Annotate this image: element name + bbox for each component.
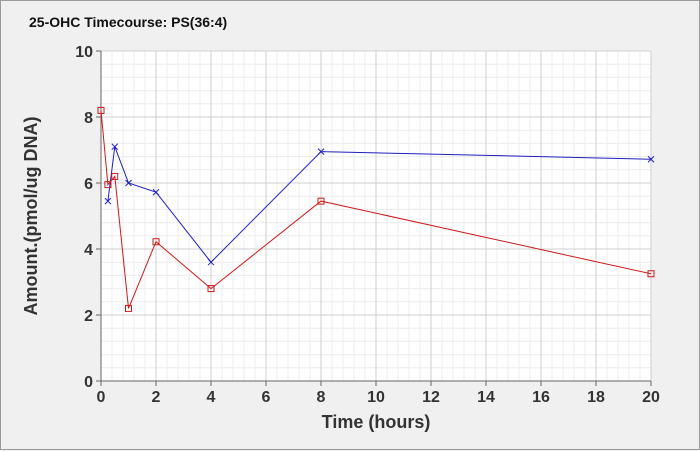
x-tick-label: 0	[97, 389, 106, 406]
data-point-square	[125, 304, 132, 312]
x-tick-label: 2	[152, 389, 161, 406]
series-layer	[97, 106, 655, 312]
data-point-x	[111, 143, 119, 151]
x-tick-label: 14	[477, 389, 495, 406]
y-axis-title: Amount.(pmol/ug DNA)	[21, 117, 41, 316]
data-point-x	[207, 258, 215, 266]
data-point-square	[647, 270, 655, 278]
chart-title: 25-OHC Timecourse: PS(36:4)	[29, 14, 227, 30]
x-tick-label: 16	[532, 389, 550, 406]
y-tick-label: 6	[84, 176, 93, 193]
data-point-square	[207, 285, 215, 293]
x-tick-label: 4	[207, 389, 216, 406]
data-point-x	[647, 155, 655, 163]
y-tick-label: 10	[75, 44, 93, 61]
y-tick-label: 4	[84, 242, 93, 259]
major-grid	[101, 50, 652, 381]
x-axis-ticks: 0 2 4 6 8 10 12 14 16 18 20	[97, 381, 660, 406]
series-1	[104, 143, 655, 266]
x-tick-label: 8	[317, 389, 326, 406]
x-tick-label: 10	[367, 389, 385, 406]
data-point-square	[111, 172, 119, 180]
x-axis-title: Time (hours)	[322, 412, 431, 432]
x-tick-label: 18	[587, 389, 605, 406]
x-tick-label: 12	[422, 389, 440, 406]
y-tick-label: 2	[84, 308, 93, 325]
y-tick-label: 8	[84, 110, 93, 127]
data-point-x	[152, 188, 160, 196]
y-axis-ticks: 0 2 4 6 8 10	[75, 44, 101, 391]
series-line	[100, 110, 652, 309]
x-tick-label: 20	[642, 389, 660, 406]
data-point-x	[104, 197, 112, 205]
y-tick-label: 0	[84, 374, 93, 391]
data-point-x	[317, 148, 325, 156]
data-point-square	[104, 181, 112, 189]
x-tick-label: 6	[262, 389, 271, 406]
series-2	[97, 106, 655, 312]
data-point-square	[97, 106, 105, 114]
data-point-x	[125, 179, 132, 187]
data-point-square	[317, 197, 325, 205]
data-point-square	[152, 238, 160, 246]
